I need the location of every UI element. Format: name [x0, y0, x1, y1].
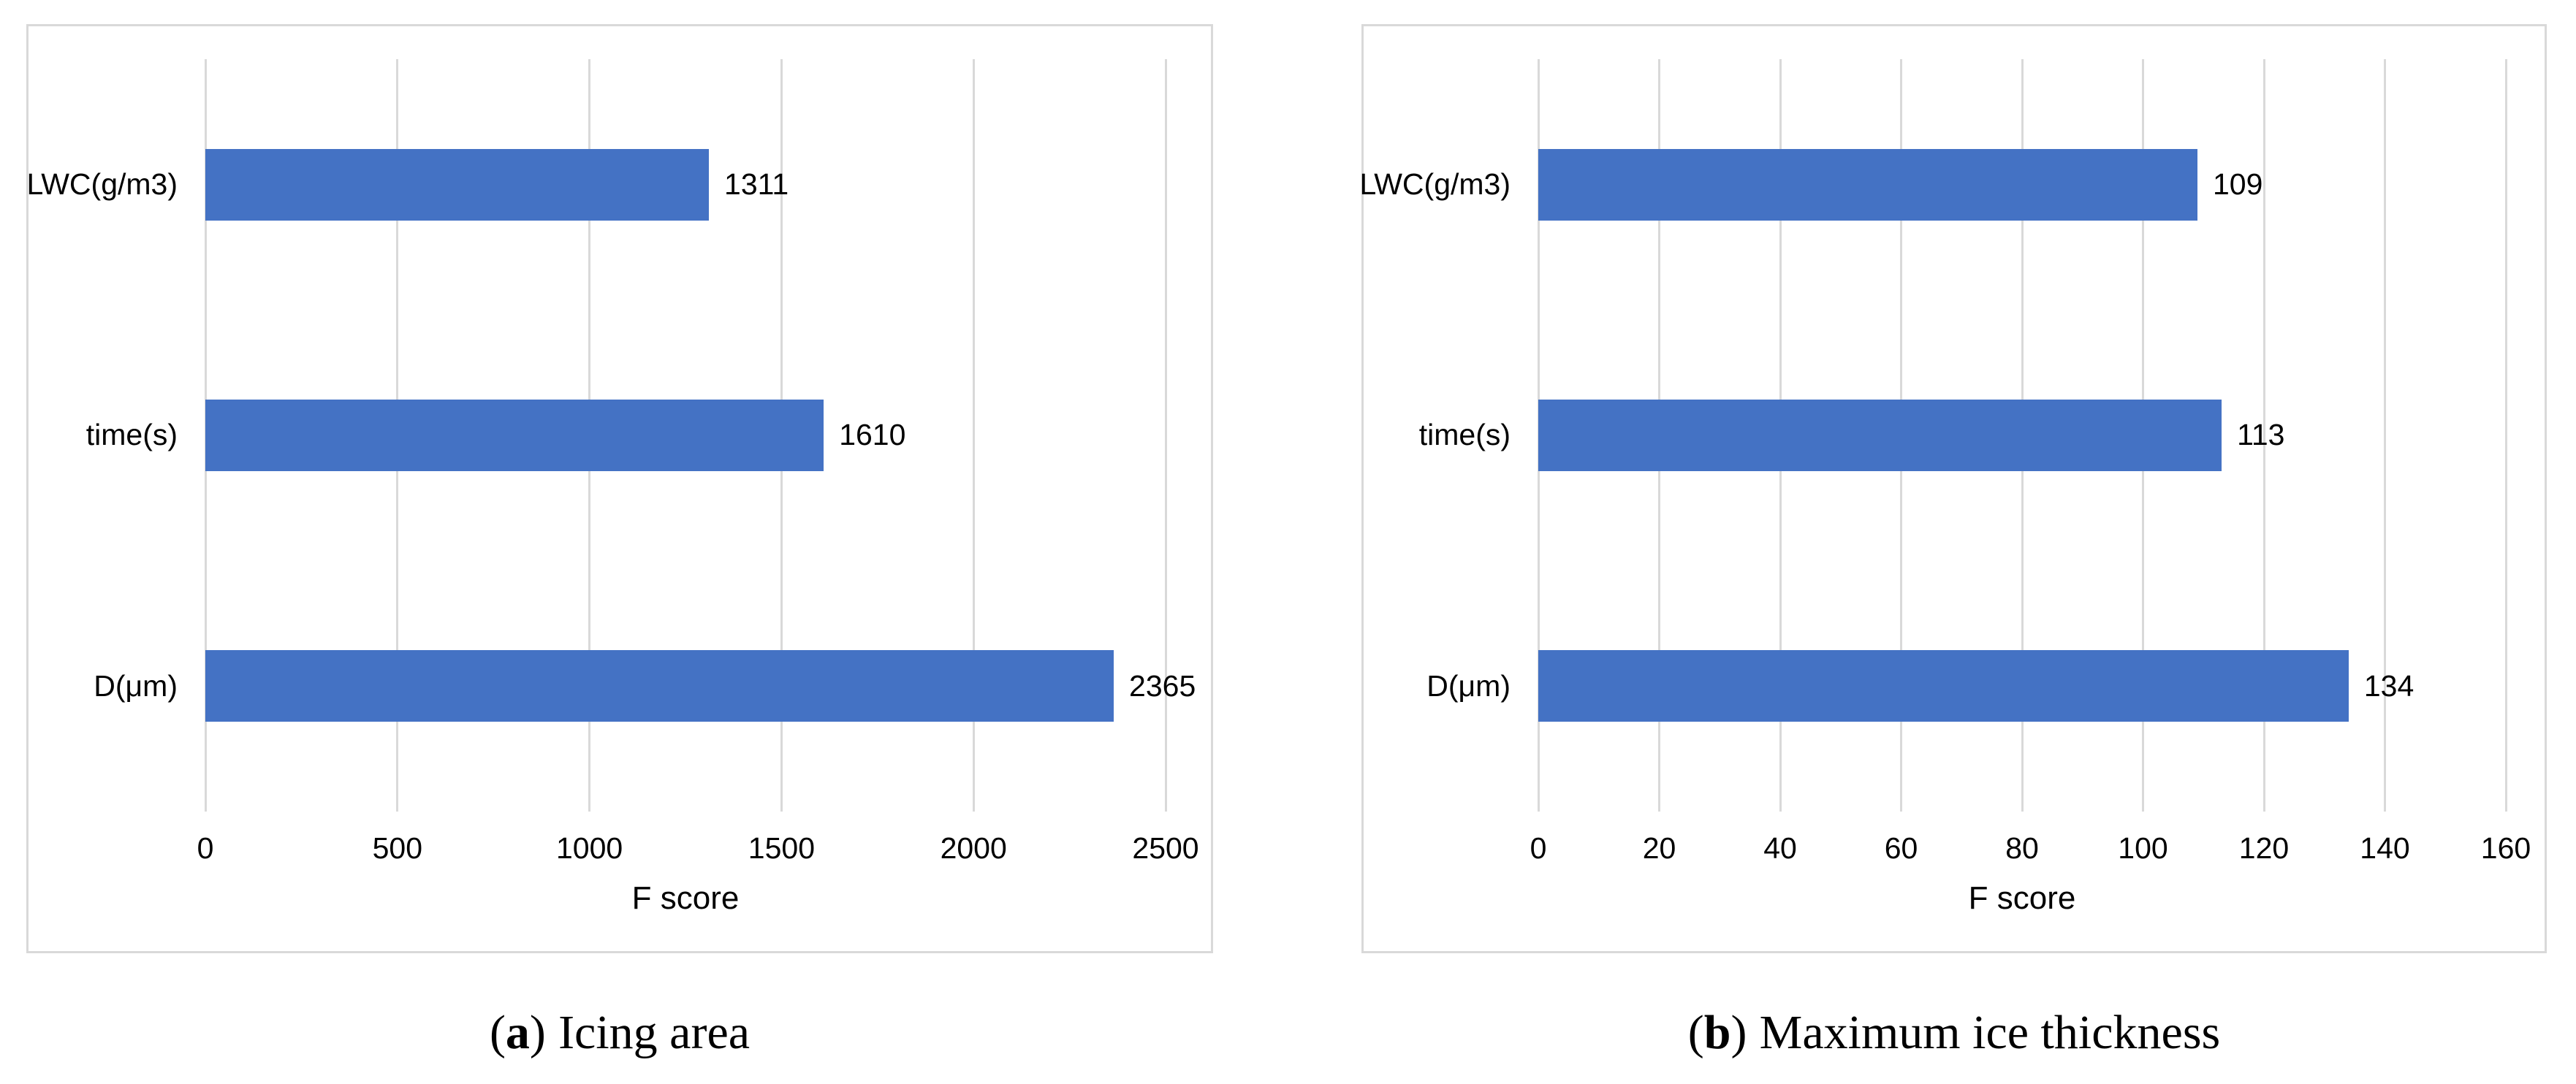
x-tick-label: 1000: [555, 831, 623, 865]
category-label: D(μm): [94, 668, 178, 703]
x-tick-label: 1500: [748, 831, 815, 865]
figure-caption-a: (a) Icing area: [26, 1006, 1213, 1060]
bar-band: 1311: [205, 59, 1166, 310]
x-tick-label: 120: [2238, 831, 2290, 865]
gridline: [2504, 59, 2507, 812]
bar: [1538, 399, 2222, 471]
caption-paren-close: ): [1730, 1006, 1747, 1059]
x-tick-label: 500: [372, 831, 423, 865]
x-tick-label: 20: [1642, 831, 1676, 865]
bar-value-label: 109: [2212, 167, 2263, 202]
bar-band: 1610: [205, 310, 1166, 560]
x-tick-label: 40: [1763, 831, 1797, 865]
caption-marker: b: [1703, 1006, 1731, 1059]
figure-caption-b: (b) Maximum ice thickness: [1361, 1006, 2547, 1060]
bar-value-label: 1610: [839, 418, 906, 452]
caption-label: Icing area: [558, 1006, 751, 1059]
bar-band: 2365: [205, 561, 1196, 812]
bar-band: 134: [1538, 561, 2506, 812]
x-axis-title: F score: [1968, 880, 2076, 916]
caption-label: Maximum ice thickness: [1759, 1006, 2221, 1059]
bar-value-label: 1311: [724, 167, 789, 202]
gridline: [2262, 59, 2265, 812]
x-tick-label: 140: [2360, 831, 2410, 865]
x-axis-title: F score: [631, 880, 740, 916]
x-tick-label: 0: [197, 831, 214, 865]
chart-panel-b: LWC(g/m3) time(s) D(μm) 109 113 134 0 20 40 60 8…: [1359, 24, 2547, 953]
plot-area: 109 113 134: [1537, 59, 2507, 812]
bar-band: 113: [1538, 310, 2506, 560]
category-labels: LWC(g/m3) time(s) D(μm): [26, 59, 178, 812]
x-tick-label: 100: [2118, 831, 2168, 865]
category-labels: LWC(g/m3) time(s) D(μm): [1359, 59, 1511, 812]
gridline: [972, 59, 975, 812]
bar: [205, 650, 1114, 722]
category-label: time(s): [86, 418, 178, 452]
category-label: time(s): [1418, 418, 1511, 452]
bar-band: 109: [1538, 59, 2506, 310]
category-label: LWC(g/m3): [26, 167, 178, 202]
category-label: LWC(g/m3): [1359, 167, 1511, 202]
caption-paren-open: (: [1687, 1006, 1704, 1059]
x-tick-label: 0: [1530, 831, 1547, 865]
gridline: [2384, 59, 2386, 812]
x-tick-label: 160: [2480, 831, 2531, 865]
category-label: D(μm): [1426, 668, 1511, 703]
bar-value-label: 113: [2237, 418, 2285, 452]
chart-panel-a: LWC(g/m3) time(s) D(μm) 1311 1610 2365 0 500 1…: [26, 24, 1213, 953]
bar: [205, 148, 710, 221]
x-tick-label: 60: [1884, 831, 1918, 865]
x-tick-label: 2000: [940, 831, 1007, 865]
x-axis-ticks: 0 500 1000 1500 2000 2500: [197, 831, 1199, 866]
plot-area: 1311 1610 2365: [204, 59, 1196, 812]
caption-paren-close: ): [529, 1006, 546, 1059]
gridline: [1164, 59, 1167, 812]
caption-marker: a: [505, 1006, 530, 1059]
x-axis-ticks: 0 20 40 60 80 100 120 140 160: [1530, 831, 2531, 866]
bar: [1538, 148, 2197, 221]
x-tick-label: 80: [2005, 831, 2039, 865]
x-tick-label: 2500: [1132, 831, 1199, 865]
bar-value-label: 134: [2363, 668, 2414, 703]
caption-paren-open: (: [489, 1006, 506, 1059]
bar-value-label: 2365: [1129, 668, 1196, 703]
bar: [1538, 650, 2349, 722]
bar: [205, 399, 824, 471]
